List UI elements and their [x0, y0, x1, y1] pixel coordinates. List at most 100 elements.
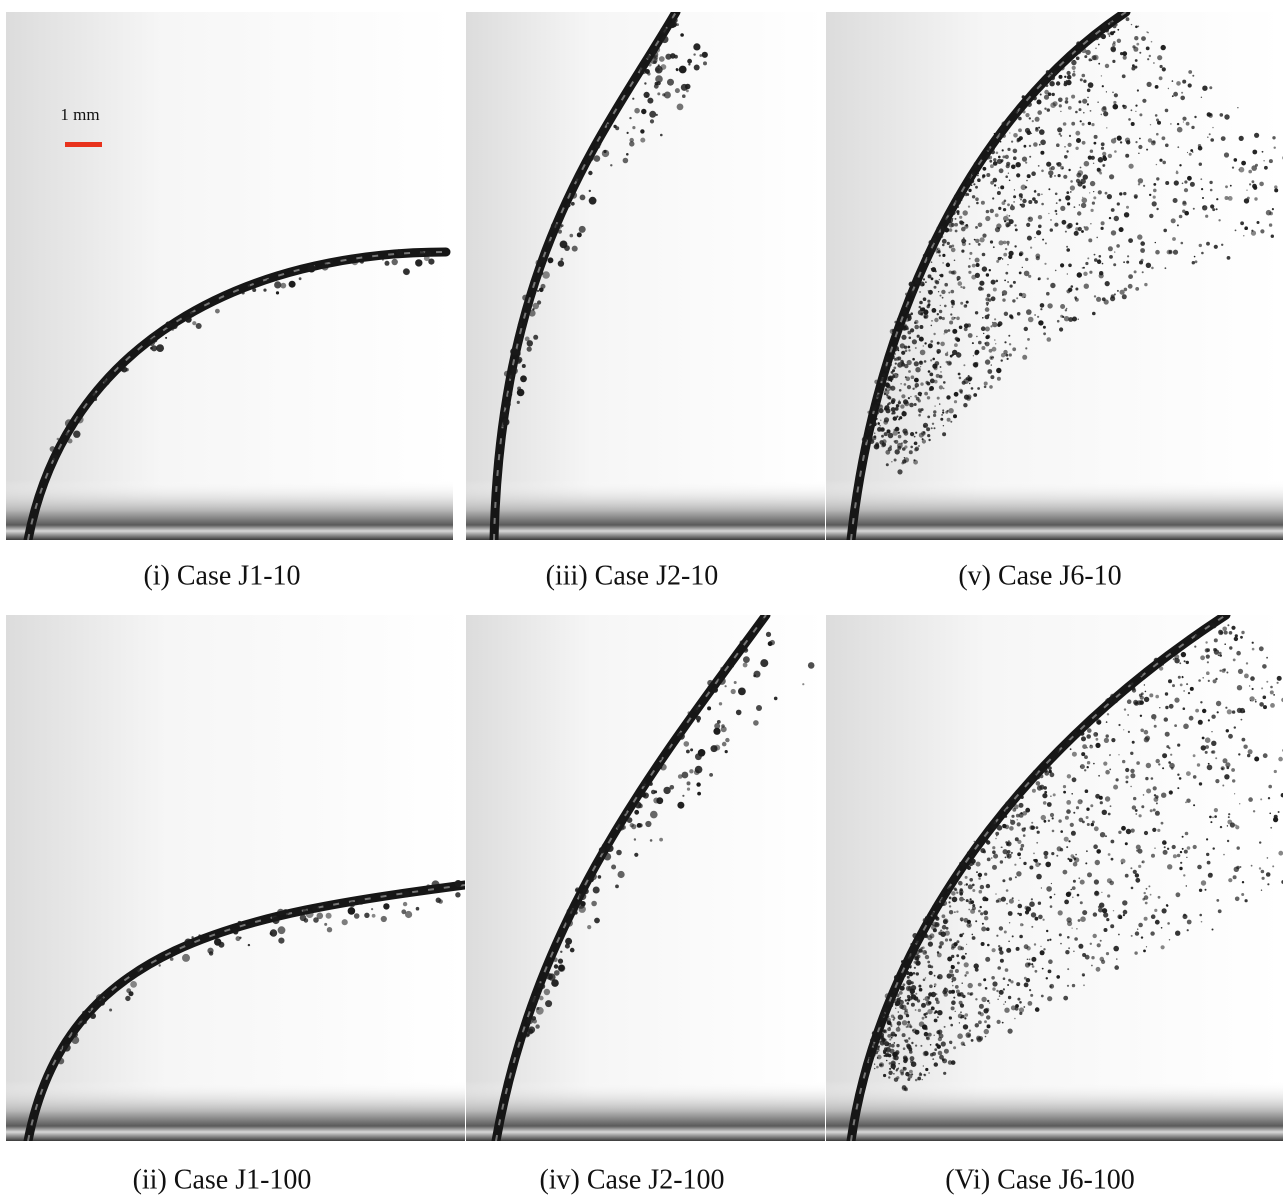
droplet — [1176, 892, 1181, 897]
droplet — [1153, 196, 1156, 199]
droplet — [920, 282, 925, 287]
droplet — [1075, 854, 1077, 856]
droplet — [917, 1077, 921, 1081]
droplet — [891, 412, 893, 414]
droplet — [1154, 794, 1156, 796]
droplet — [921, 276, 922, 277]
droplet — [1003, 253, 1007, 257]
droplet — [1017, 140, 1020, 143]
droplet — [956, 990, 960, 994]
droplet — [899, 400, 900, 401]
droplet — [883, 420, 888, 425]
droplet — [1040, 303, 1045, 308]
droplet — [289, 281, 296, 288]
droplet — [649, 782, 653, 786]
droplet — [1066, 80, 1068, 82]
droplet — [505, 410, 507, 412]
droplet — [1058, 819, 1061, 822]
droplet — [1065, 816, 1069, 820]
droplet — [1089, 271, 1092, 274]
droplet — [1199, 914, 1202, 917]
droplet — [1155, 695, 1159, 699]
droplet — [889, 1045, 891, 1047]
droplet — [1165, 692, 1168, 695]
droplet — [1230, 185, 1232, 187]
droplet — [975, 197, 979, 201]
droplet — [1089, 745, 1093, 749]
droplet — [901, 394, 905, 398]
droplet — [1039, 785, 1044, 790]
droplet — [936, 349, 941, 354]
droplet — [1125, 842, 1128, 845]
droplet — [1087, 823, 1090, 826]
droplet — [1145, 777, 1148, 780]
droplet — [686, 90, 689, 93]
droplet — [1014, 109, 1018, 113]
droplet — [895, 353, 896, 354]
droplet — [697, 792, 701, 796]
droplet — [73, 431, 80, 438]
droplet — [694, 770, 700, 776]
droplet — [909, 957, 913, 961]
droplet — [951, 1060, 956, 1065]
droplet — [1038, 277, 1041, 280]
droplet — [884, 407, 887, 410]
droplet — [1116, 244, 1120, 248]
droplet — [876, 396, 878, 398]
droplet — [923, 1074, 925, 1076]
droplet — [1128, 284, 1133, 289]
droplet — [182, 954, 190, 962]
droplet — [1022, 924, 1023, 925]
droplet — [588, 156, 593, 161]
droplet — [1031, 898, 1033, 900]
droplet — [734, 681, 737, 684]
droplet — [1164, 717, 1168, 721]
droplet — [1050, 985, 1052, 987]
droplet — [1195, 260, 1198, 263]
droplet — [989, 385, 993, 389]
droplet — [986, 147, 989, 150]
droplet — [1098, 775, 1100, 777]
droplet — [903, 440, 907, 444]
droplet — [1206, 242, 1210, 246]
droplet — [1136, 43, 1139, 46]
droplet — [330, 260, 334, 264]
droplet — [1067, 71, 1071, 75]
droplet — [352, 259, 358, 265]
droplet — [1140, 241, 1145, 246]
droplet — [1048, 188, 1050, 190]
droplet — [708, 686, 712, 690]
droplet — [587, 925, 591, 929]
droplet — [1101, 227, 1104, 230]
droplet — [1211, 741, 1216, 746]
droplet — [1181, 242, 1184, 245]
droplet — [1176, 170, 1177, 171]
droplet — [968, 206, 970, 208]
droplet — [1167, 848, 1169, 850]
droplet — [959, 377, 962, 380]
droplet — [1050, 813, 1054, 817]
droplet — [1040, 946, 1041, 947]
droplet — [233, 929, 238, 934]
droplet — [965, 876, 968, 879]
droplet — [621, 825, 626, 830]
droplet — [945, 938, 948, 941]
droplet — [937, 313, 939, 315]
droplet — [1206, 853, 1209, 856]
droplet — [1238, 669, 1243, 674]
droplet — [59, 1047, 62, 1050]
droplet — [882, 373, 885, 376]
droplet — [1010, 285, 1013, 288]
droplet — [1138, 923, 1143, 928]
droplet — [934, 1035, 935, 1036]
droplet — [985, 327, 990, 332]
droplet — [934, 280, 937, 283]
droplet — [520, 375, 527, 382]
droplet — [561, 224, 564, 227]
droplet — [1039, 144, 1041, 146]
droplet — [94, 398, 97, 401]
droplet — [1197, 865, 1202, 870]
droplet — [882, 1027, 884, 1029]
droplet — [1090, 150, 1093, 153]
droplet — [1088, 156, 1092, 160]
